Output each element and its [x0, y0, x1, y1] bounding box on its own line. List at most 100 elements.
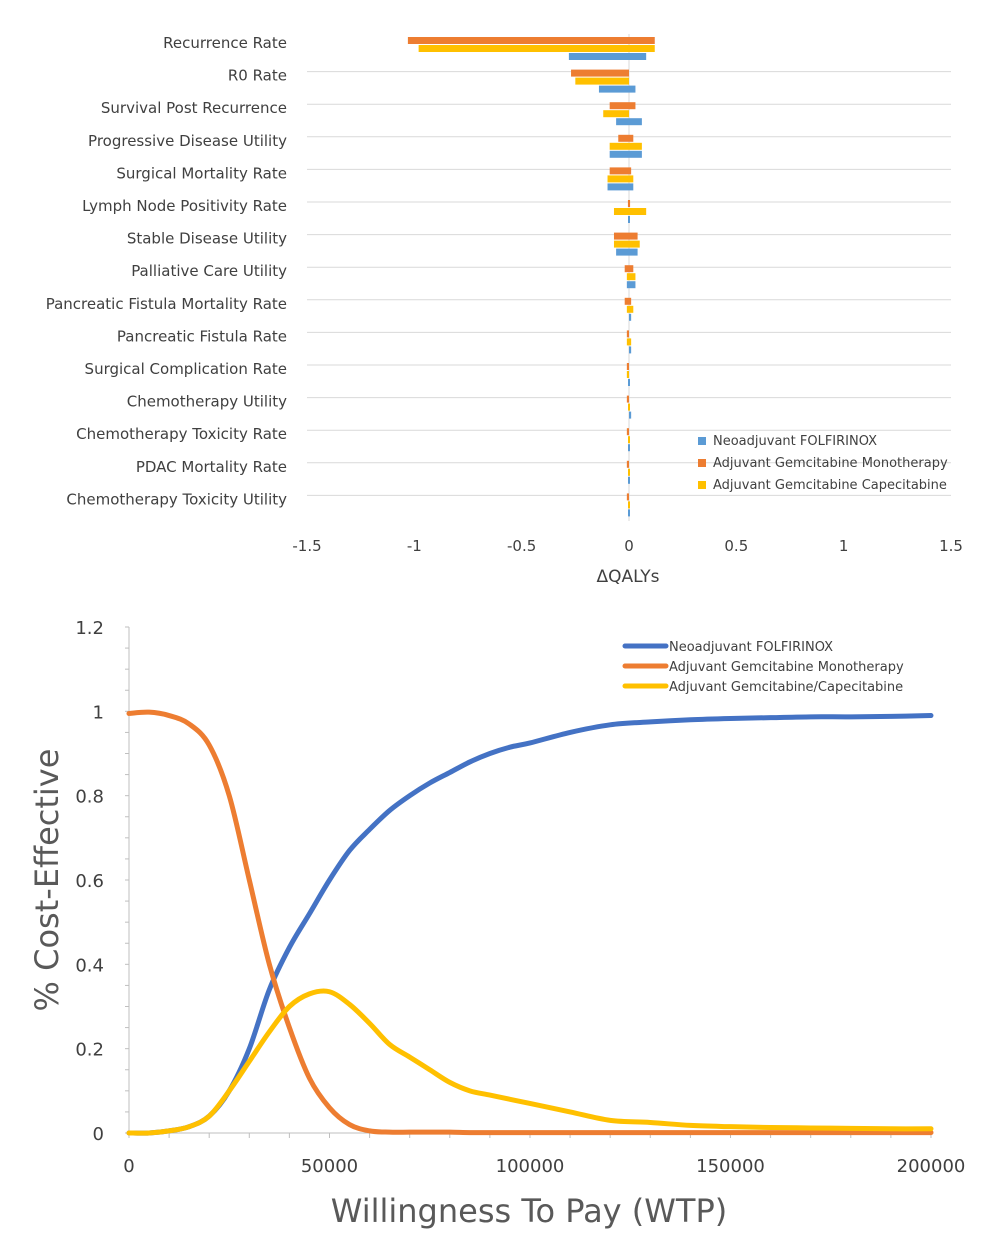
tornado-bar: [626, 281, 636, 289]
tornado-category-label: Pancreatic Fistula Rate: [117, 327, 287, 345]
tornado-category-label: Surgical Complication Rate: [85, 360, 287, 378]
tornado-bar: [629, 313, 632, 321]
tornado-bar: [407, 37, 655, 44]
line-chart-y-tick-label: 1.2: [75, 618, 104, 639]
tornado-x-tick-label: 0.5: [724, 537, 748, 555]
line-chart-series-line: [126, 988, 934, 1136]
line-chart-x-axis-label: Willingness To Pay (WTP): [331, 1192, 727, 1230]
tornado-category-label: Survival Post Recurrence: [101, 99, 287, 117]
tornado-bar: [418, 45, 655, 52]
tornado-category-labels: Recurrence Rate R0 Rate Survival Post Recu…: [46, 34, 287, 508]
tornado-bar: [628, 379, 630, 386]
tornado-x-tick-label: -1: [407, 537, 422, 555]
tornado-chart: Recurrence Rate R0 Rate Survival Post Recu…: [46, 34, 963, 587]
tornado-bar: [618, 134, 634, 142]
tornado-bar: [598, 85, 636, 93]
tornado-x-tick-label: 0: [624, 537, 634, 555]
tornado-category-label: Progressive Disease Utility: [88, 132, 287, 150]
line-chart-series: [126, 709, 934, 1136]
tornado-bar: [609, 142, 642, 150]
line-chart-y-tick-label: 0.8: [75, 787, 104, 808]
line-chart-legend-label: Adjuvant Gemcitabine/Capecitabine: [669, 680, 903, 695]
tornado-bar: [616, 248, 638, 256]
tornado-bar: [609, 150, 642, 158]
tornado-category-label: Palliative Care Utility: [131, 262, 287, 280]
tornado-bar: [607, 175, 634, 183]
tornado-legend-swatch: [698, 437, 706, 445]
tornado-bars: [407, 37, 655, 517]
tornado-bar: [626, 395, 629, 403]
tornado-bar: [626, 371, 629, 378]
line-chart-y-tick-label: 0.6: [75, 871, 104, 892]
tornado-bar: [609, 167, 632, 175]
tornado-bar: [626, 493, 629, 501]
line-chart-y-tick-label: 0.2: [75, 1040, 104, 1061]
line-chart-legend-label: Adjuvant Gemcitabine Monotherapy: [669, 660, 904, 675]
tornado-legend-swatch: [698, 459, 706, 467]
tornado-x-ticks: -1.5 -1 -0.5 0 0.5 1 1.5: [292, 537, 963, 555]
tornado-bar: [626, 363, 629, 370]
tornado-bar: [628, 476, 630, 484]
tornado-bar: [568, 53, 647, 60]
line-chart-series-line: [126, 713, 934, 1136]
line-chart-x-tick-label: 150000: [696, 1156, 765, 1177]
tornado-x-tick-label: -1.5: [292, 537, 321, 555]
tornado-bar: [613, 232, 638, 240]
line-chart-y-tick-label: 0.4: [75, 955, 104, 976]
tornado-legend-label: Neoadjuvant FOLFIRINOX: [713, 434, 877, 449]
tornado-x-axis-label: ΔQALYs: [596, 567, 659, 587]
line-chart-y-tick-label: 0: [93, 1124, 104, 1145]
line-chart-ticks: 0 50000 100000 150000 200000 0 0.2 0.4 0.6 0.8 1 1.…: [75, 618, 965, 1177]
tornado-bar: [627, 200, 631, 207]
line-chart-x-tick-label: 200000: [897, 1156, 966, 1177]
tornado-bar: [607, 183, 634, 191]
tornado-bar: [628, 403, 630, 411]
tornado-bar: [575, 77, 629, 85]
tornado-bar: [626, 330, 629, 338]
line-chart-x-tick-label: 0: [123, 1156, 134, 1177]
line-chart-x-tick-label: 50000: [301, 1156, 358, 1177]
tornado-bar: [628, 436, 630, 444]
tornado-bar: [628, 444, 630, 452]
tornado-legend: Neoadjuvant FOLFIRINOX Adjuvant Gemcitabi…: [698, 434, 948, 493]
tornado-bar: [626, 273, 636, 281]
tornado-category-label: Chemotherapy Toxicity Rate: [76, 425, 287, 443]
tornado-bar: [613, 208, 647, 215]
tornado-bar: [613, 240, 640, 248]
tornado-category-label: Recurrence Rate: [163, 34, 287, 52]
line-chart-legend-label: Neoadjuvant FOLFIRINOX: [669, 640, 833, 655]
tornado-bar: [603, 110, 629, 118]
line-chart-series-line: [126, 709, 934, 1136]
tornado-category-label: R0 Rate: [228, 67, 287, 85]
tornado-bar: [629, 346, 632, 354]
tornado-bar: [628, 501, 630, 509]
tornado-category-label: Pancreatic Fistula Mortality Rate: [46, 295, 287, 313]
tornado-bar: [628, 216, 630, 223]
tornado-category-label: Chemotherapy Toxicity Utility: [66, 490, 287, 508]
tornado-bar: [626, 460, 629, 468]
tornado-category-label: Surgical Mortality Rate: [116, 164, 287, 182]
tornado-bar: [626, 428, 629, 436]
tornado-legend-swatch: [698, 481, 706, 489]
tornado-legend-label: Adjuvant Gemcitabine Monotherapy: [713, 456, 948, 471]
line-chart-y-axis-label: % Cost-Effective: [28, 749, 66, 1012]
tornado-bar: [626, 305, 634, 313]
tornado-bar: [629, 411, 632, 419]
tornado-bar: [628, 509, 630, 517]
tornado-category-label: PDAC Mortality Rate: [136, 458, 287, 476]
tornado-category-label: Lymph Node Positivity Rate: [82, 197, 287, 215]
tornado-x-tick-label: 1.5: [939, 537, 963, 555]
tornado-legend-label: Adjuvant Gemcitabine Capecitabine: [713, 478, 947, 493]
tornado-bar: [571, 69, 629, 77]
tornado-bar: [624, 265, 634, 273]
tornado-bar: [628, 468, 630, 476]
tornado-bar: [616, 118, 642, 126]
tornado-x-tick-label: 1: [839, 537, 849, 555]
tornado-category-label: Chemotherapy Utility: [127, 393, 287, 411]
tornado-category-label: Stable Disease Utility: [127, 230, 287, 248]
line-chart-legend: Neoadjuvant FOLFIRINOX Adjuvant Gemcitabi…: [622, 640, 904, 695]
tornado-bar: [624, 297, 632, 305]
line-chart-y-tick-label: 1: [93, 702, 104, 723]
tornado-x-tick-label: -0.5: [507, 537, 536, 555]
